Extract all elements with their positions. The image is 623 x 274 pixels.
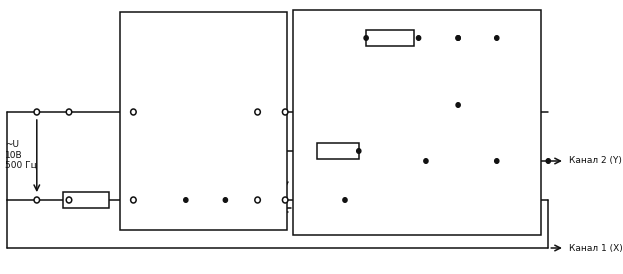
Text: U_вых: U_вых <box>504 181 533 190</box>
Text: Миниблок
"Интергратор": Миниблок "Интергратор" <box>334 20 404 40</box>
Bar <box>120 12 287 230</box>
Circle shape <box>364 36 368 40</box>
Circle shape <box>546 159 550 163</box>
Bar <box>366 30 414 46</box>
Text: −: − <box>384 146 394 156</box>
Circle shape <box>495 159 499 163</box>
Circle shape <box>184 198 188 202</box>
Text: Миниблок
"Тороидальный
трансформатор": Миниблок "Тороидальный трансформатор" <box>163 39 243 69</box>
Circle shape <box>34 109 39 115</box>
Text: 100 Ом: 100 Ом <box>69 196 103 204</box>
Circle shape <box>131 109 136 115</box>
Text: U_вх: U_вх <box>295 150 316 159</box>
Text: R_вх=5.6
кОм: R_вх=5.6 кОм <box>307 119 350 139</box>
Circle shape <box>356 149 361 153</box>
Circle shape <box>456 36 460 40</box>
Text: Сброс: Сброс <box>429 16 457 24</box>
Text: Канал 1 (X): Канал 1 (X) <box>569 244 622 253</box>
Bar <box>293 10 541 235</box>
Circle shape <box>66 109 72 115</box>
Text: W₁=100: W₁=100 <box>135 153 172 162</box>
Circle shape <box>456 36 460 40</box>
Text: W₂=100: W₂=100 <box>236 153 273 162</box>
Bar <box>62 192 108 208</box>
Bar <box>317 143 359 159</box>
Circle shape <box>66 197 72 203</box>
Circle shape <box>282 197 288 203</box>
Circle shape <box>495 36 499 40</box>
Circle shape <box>223 198 227 202</box>
Text: Канал 2 (Y): Канал 2 (Y) <box>569 156 621 165</box>
Circle shape <box>255 109 260 115</box>
Circle shape <box>282 109 288 115</box>
Circle shape <box>343 198 347 202</box>
Circle shape <box>34 197 39 203</box>
Text: C=0,22
мкФ: C=0,22 мкФ <box>475 51 508 71</box>
Text: ~U
10В
500 Гц: ~U 10В 500 Гц <box>4 140 36 170</box>
Circle shape <box>255 197 260 203</box>
Circle shape <box>416 36 421 40</box>
Circle shape <box>424 159 428 163</box>
Text: +: + <box>384 167 394 177</box>
Circle shape <box>131 197 136 203</box>
Text: 1МОм: 1МОм <box>376 33 404 42</box>
Circle shape <box>456 103 460 107</box>
